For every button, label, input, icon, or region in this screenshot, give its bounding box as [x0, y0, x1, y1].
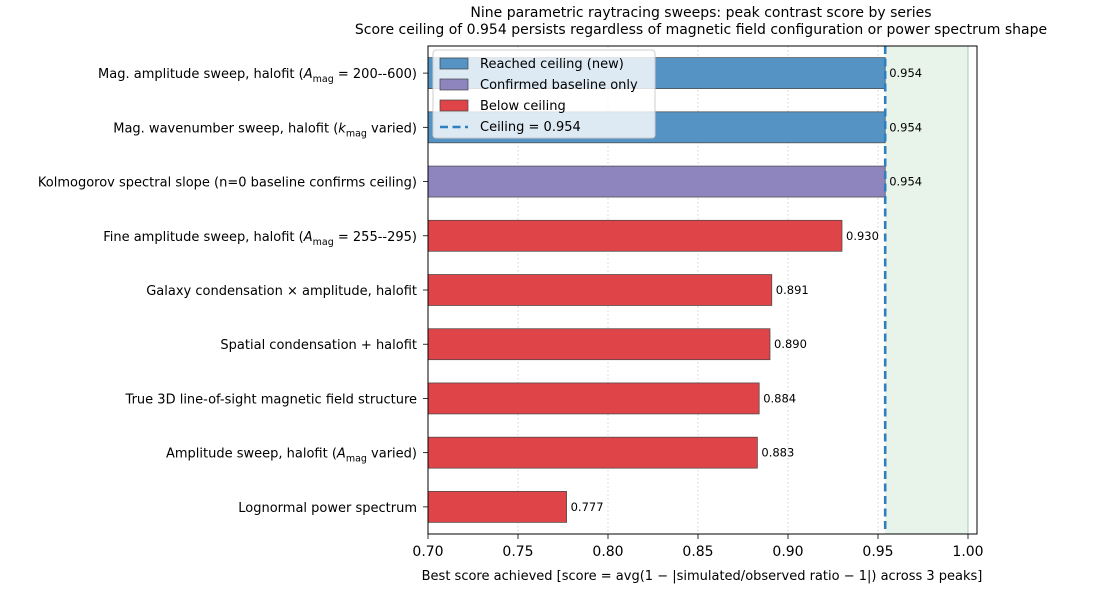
category-label-after: = 200--600) [334, 67, 417, 82]
bar-value-label: 0.954 [889, 175, 922, 189]
category-label-symbol: A [336, 447, 346, 462]
category-label-text: Amplitude sweep, halofit ( [166, 447, 337, 462]
x-axis-label: Best score achieved [score = avg(1 − |si… [422, 569, 983, 584]
legend-label: Ceiling = 0.954 [480, 120, 581, 135]
category-label-after: varied) [367, 447, 417, 462]
category-label-text: Mag. wavenumber sweep, halofit ( [113, 121, 338, 136]
category-label-subscript: mag [346, 454, 367, 465]
bar-below [427, 219, 843, 252]
chart-title: Nine parametric raytracing sweeps: peak … [470, 5, 931, 21]
bar-value-label: 0.884 [763, 391, 796, 405]
x-tick-label: 0.85 [682, 544, 713, 560]
bar-below [427, 491, 567, 523]
x-tick-label: 1.00 [952, 544, 983, 560]
bar-below [427, 274, 773, 306]
category-label-text: Galaxy condensation × amplitude, halofit [146, 284, 417, 299]
category-label: True 3D line-of-sight magnetic field str… [125, 392, 417, 407]
legend-swatch-below [439, 99, 469, 112]
category-label: Mag. wavenumber sweep, halofit (kmag var… [113, 121, 417, 139]
category-label: Lognormal power spectrum [238, 501, 417, 516]
legend-swatch-baseline [439, 78, 469, 91]
bar-value-label: 0.954 [889, 66, 922, 80]
legend-swatch-reached [439, 57, 469, 70]
bar-baseline [427, 165, 886, 198]
bar-below [427, 382, 760, 415]
x-tick-label: 0.80 [592, 544, 623, 560]
category-label: Mag. amplitude sweep, halofit (Amag = 20… [98, 67, 417, 85]
category-label-subscript: mag [313, 74, 334, 85]
x-tick-label: 0.90 [772, 544, 803, 560]
category-label-text: Fine amplitude sweep, halofit ( [103, 230, 304, 245]
legend-label: Reached ceiling (new) [480, 57, 624, 72]
legend-label: Confirmed baseline only [480, 78, 638, 93]
category-label-text: Kolmogorov spectral slope (n=0 baseline … [38, 176, 417, 191]
bar-value-label: 0.930 [846, 229, 879, 243]
category-label-symbol: A [303, 67, 313, 82]
bar-below [427, 436, 758, 469]
x-tick-label: 0.75 [502, 544, 533, 560]
category-label-symbol: k [338, 121, 346, 136]
x-tick-label: 0.70 [412, 544, 443, 560]
category-label-subscript: mag [313, 237, 334, 248]
bar-value-label: 0.954 [889, 120, 922, 134]
category-label-text: Spatial condensation + halofit [220, 338, 417, 353]
category-label: Galaxy condensation × amplitude, halofit [146, 284, 417, 299]
legend-label: Below ceiling [480, 99, 566, 114]
bar-value-label: 0.777 [571, 500, 604, 514]
chart-subtitle: Score ceiling of 0.954 persists regardle… [355, 22, 1047, 38]
category-label: Kolmogorov spectral slope (n=0 baseline … [38, 176, 417, 191]
bar-value-label: 0.891 [776, 283, 809, 297]
category-label-text: True 3D line-of-sight magnetic field str… [125, 392, 417, 407]
ceiling-region [885, 46, 968, 534]
category-label-symbol: A [303, 230, 313, 245]
axes-frame [427, 45, 978, 535]
bar-below [427, 328, 771, 361]
category-label-text: Lognormal power spectrum [238, 501, 417, 516]
legend: Reached ceiling (new) Confirmed baseline … [432, 49, 656, 139]
category-label-after: = 255--295) [334, 230, 417, 245]
x-tick-label: 0.95 [862, 544, 893, 560]
category-label-text: Mag. amplitude sweep, halofit ( [98, 67, 304, 82]
bar-value-label: 0.890 [774, 337, 807, 351]
legend-box [432, 49, 656, 139]
category-label: Spatial condensation + halofit [220, 338, 417, 353]
category-label-after: varied) [367, 121, 417, 136]
category-label-subscript: mag [346, 128, 367, 139]
category-label: Fine amplitude sweep, halofit (Amag = 25… [103, 230, 417, 248]
category-label: Amplitude sweep, halofit (Amag varied) [166, 447, 417, 465]
bar-value-label: 0.883 [761, 446, 794, 460]
